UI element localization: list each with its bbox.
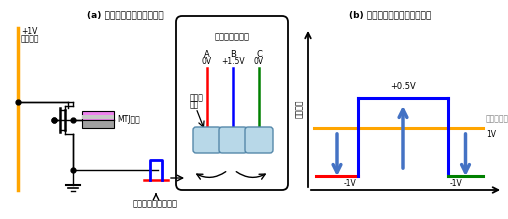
Text: 電圧信号: 電圧信号 (295, 100, 303, 118)
Text: 0V: 0V (254, 57, 264, 66)
Text: (b) 素子にかかる書き込み電圧: (b) 素子にかかる書き込み電圧 (349, 10, 431, 19)
FancyBboxPatch shape (176, 16, 288, 190)
Bar (82, 115, 114, 119)
Text: トリガ: トリガ (190, 93, 204, 102)
Text: +1.5V: +1.5V (221, 57, 245, 66)
Bar (82, 120, 114, 128)
Text: +1V: +1V (21, 27, 38, 36)
Text: 信号: 信号 (190, 100, 199, 109)
Text: 0V: 0V (202, 57, 212, 66)
Text: ダミービット線: ダミービット線 (214, 32, 249, 41)
Text: ビット線電圧: ビット線電圧 (486, 114, 508, 123)
FancyBboxPatch shape (245, 127, 273, 153)
Text: C: C (256, 50, 262, 59)
Text: -1V: -1V (343, 179, 356, 188)
Text: B: B (230, 50, 236, 59)
FancyBboxPatch shape (193, 127, 221, 153)
FancyBboxPatch shape (219, 127, 247, 153)
Text: ③: ③ (255, 136, 263, 146)
Text: 1V: 1V (486, 130, 496, 139)
Text: ①: ① (203, 136, 211, 146)
Text: MTJ素子: MTJ素子 (117, 115, 140, 124)
Text: 高速パルス電圧生成: 高速パルス電圧生成 (133, 199, 177, 208)
Text: A: A (204, 50, 210, 59)
Text: -1V: -1V (450, 179, 463, 188)
Text: ②: ② (229, 136, 237, 146)
Text: (a) 書き込み回路の基本構成: (a) 書き込み回路の基本構成 (87, 10, 163, 19)
Text: +0.5V: +0.5V (390, 82, 416, 91)
Text: ビット線: ビット線 (21, 34, 40, 43)
Bar (82, 111, 114, 120)
